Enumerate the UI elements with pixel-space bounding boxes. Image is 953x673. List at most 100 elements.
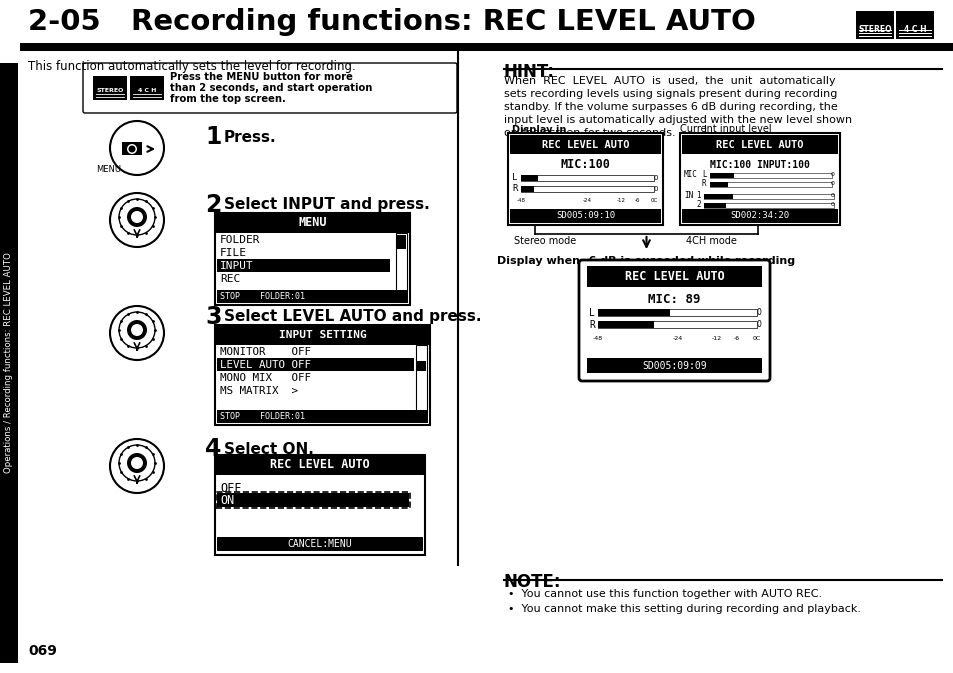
Text: R: R (588, 320, 595, 330)
Text: -12: -12 (712, 336, 721, 341)
Text: Current input level: Current input level (679, 124, 771, 134)
Text: standby. If the volume surpasses 6 dB during recording, the: standby. If the volume surpasses 6 dB du… (503, 102, 837, 112)
Bar (586, 266, 761, 287)
Circle shape (131, 457, 143, 469)
Text: STEREO: STEREO (858, 25, 891, 34)
FancyBboxPatch shape (578, 260, 769, 381)
Text: MONITOR    OFF: MONITOR OFF (220, 347, 311, 357)
Bar (855, 11, 893, 39)
Circle shape (127, 207, 147, 227)
Bar (214, 325, 430, 425)
Text: •  You cannot use this function together with AUTO REC.: • You cannot use this function together … (507, 589, 821, 599)
Bar (216, 358, 414, 371)
Text: from the top screen.: from the top screen. (170, 94, 286, 104)
Text: MS MATRIX  >: MS MATRIX > (220, 386, 297, 396)
Bar (216, 493, 409, 507)
Bar (520, 186, 654, 192)
Text: 0: 0 (756, 308, 760, 318)
Text: 4 C H: 4 C H (137, 88, 156, 93)
Text: 0: 0 (830, 194, 834, 199)
Bar (507, 133, 662, 225)
Bar (510, 209, 660, 223)
Text: SD002:34:20: SD002:34:20 (730, 211, 789, 221)
Text: REC: REC (220, 274, 240, 284)
FancyBboxPatch shape (83, 63, 456, 113)
Bar (520, 175, 537, 181)
Circle shape (127, 453, 147, 473)
Text: MIC:100: MIC:100 (560, 159, 610, 172)
Text: 0: 0 (830, 172, 834, 178)
Text: -48: -48 (516, 198, 525, 203)
Text: HINT:: HINT: (503, 63, 555, 81)
Text: When  REC  LEVEL  AUTO  is  used,  the  unit  automatically: When REC LEVEL AUTO is used, the unit au… (503, 76, 835, 86)
Bar (681, 135, 837, 154)
Circle shape (127, 144, 137, 154)
Text: 0: 0 (653, 186, 658, 192)
Bar (679, 133, 840, 225)
Bar (0, 63, 18, 663)
Bar (395, 233, 407, 291)
Bar (520, 175, 654, 181)
Text: 0: 0 (830, 182, 834, 186)
Text: SD005:09:09: SD005:09:09 (641, 361, 706, 371)
Text: sets recording levels using signals present during recording: sets recording levels using signals pres… (503, 89, 837, 99)
Bar (396, 235, 406, 249)
Bar (214, 213, 410, 233)
Bar (214, 455, 424, 555)
Text: 0: 0 (756, 320, 760, 330)
Bar (416, 361, 426, 371)
Text: 0C: 0C (752, 336, 760, 341)
Text: on the screen for two seconds.: on the screen for two seconds. (503, 128, 675, 138)
Text: 4CH mode: 4CH mode (685, 236, 736, 246)
Text: This function automatically sets the level for recording.: This function automatically sets the lev… (28, 60, 355, 73)
Text: -24: -24 (672, 336, 682, 341)
Text: OFF: OFF (220, 483, 241, 495)
Text: Press.: Press. (224, 129, 276, 145)
Text: Select ON.: Select ON. (224, 441, 314, 456)
Text: FOLDER: FOLDER (220, 235, 260, 245)
Bar (709, 182, 727, 187)
Bar (216, 537, 422, 551)
Circle shape (129, 145, 135, 153)
Text: -6: -6 (634, 198, 639, 203)
Text: input level is automatically adjusted with the new level shown: input level is automatically adjusted wi… (503, 115, 851, 125)
Text: Operations / Recording functions: REC LEVEL AUTO: Operations / Recording functions: REC LE… (5, 252, 13, 473)
Bar (709, 182, 831, 187)
Text: Select INPUT and press.: Select INPUT and press. (224, 197, 429, 213)
Text: Select LEVEL AUTO and press.: Select LEVEL AUTO and press. (224, 310, 481, 324)
Bar (703, 203, 725, 208)
Text: R: R (701, 180, 706, 188)
Text: 2-05   Recording functions: REC LEVEL AUTO: 2-05 Recording functions: REC LEVEL AUTO (28, 8, 755, 36)
Text: STOP    FOLDER:01: STOP FOLDER:01 (220, 412, 305, 421)
Bar (122, 142, 142, 155)
Text: 1: 1 (696, 192, 700, 201)
Text: L: L (512, 174, 517, 182)
Bar (703, 203, 833, 208)
Circle shape (131, 211, 143, 223)
Text: 2: 2 (205, 193, 221, 217)
Bar (598, 309, 669, 316)
Bar (520, 186, 534, 192)
Text: Display when -6 dB is exceeded while recording: Display when -6 dB is exceeded while rec… (497, 256, 795, 266)
Text: CANCEL:MENU: CANCEL:MENU (288, 539, 352, 549)
Bar (216, 290, 408, 303)
Text: IN: IN (683, 192, 693, 201)
Text: MENU: MENU (298, 217, 327, 229)
Bar (130, 76, 164, 100)
Bar (598, 321, 757, 328)
Text: 1: 1 (205, 125, 221, 149)
Text: INPUT SETTING: INPUT SETTING (278, 330, 366, 340)
Text: MIC: 89: MIC: 89 (648, 293, 700, 306)
Bar (703, 194, 833, 199)
Text: 0C: 0C (650, 198, 657, 203)
Bar (598, 321, 653, 328)
Text: REC LEVEL AUTO: REC LEVEL AUTO (541, 140, 629, 150)
Text: than 2 seconds, and start operation: than 2 seconds, and start operation (170, 83, 372, 93)
Text: -24: -24 (582, 198, 592, 203)
Text: 069: 069 (28, 644, 57, 658)
Text: MIC: MIC (683, 170, 698, 180)
Text: Display in
recording standby: Display in recording standby (512, 125, 613, 147)
Text: L: L (588, 308, 595, 318)
Text: REC LEVEL AUTO: REC LEVEL AUTO (624, 271, 723, 283)
Bar (214, 455, 424, 475)
